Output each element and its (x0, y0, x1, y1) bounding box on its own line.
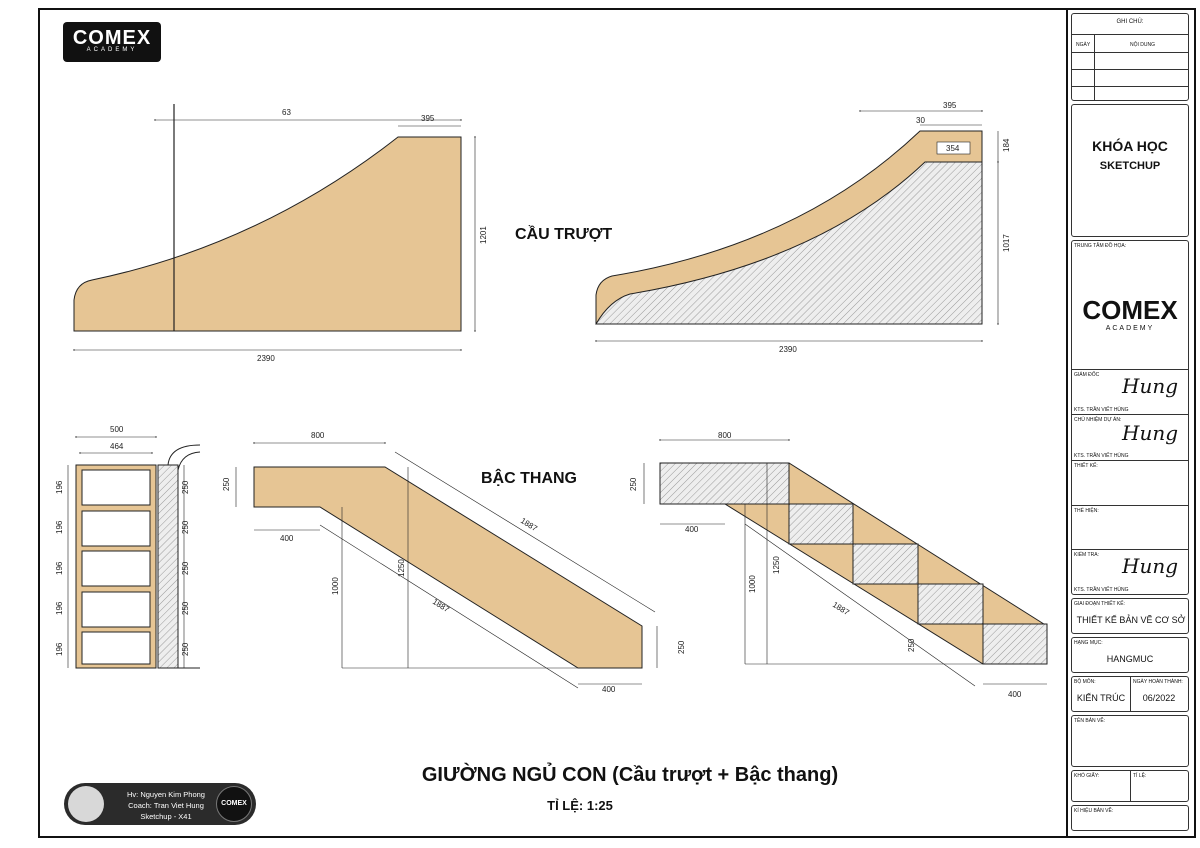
dept-box: BỘ MÔN: KIẾN TRÚC NGÀY HOÀN THÀNH: 06/20… (1071, 676, 1189, 712)
svg-text:1017: 1017 (1002, 234, 1011, 252)
main-title: GIƯỜNG NGỦ CON (Cầu trượt + Bậc thang) (421, 764, 839, 786)
svg-text:1250: 1250 (397, 559, 406, 577)
svg-text:250: 250 (181, 642, 190, 656)
slide-right-dims: 395 30 354 184 1017 2390 (779, 101, 1011, 354)
svg-text:250: 250 (181, 480, 190, 494)
svg-text:250: 250 (181, 561, 190, 575)
code-box: KÍ HIỆU BẢN VẼ: (1071, 805, 1189, 831)
course-box: KHÓA HỌC SKETCHUP (1071, 104, 1189, 237)
svg-text:63: 63 (282, 108, 291, 117)
svg-text:250: 250 (181, 520, 190, 534)
drawing-name-box: TÊN BẢN VẼ: (1071, 715, 1189, 767)
credit-logo: COMEX (216, 786, 252, 822)
title-block: GHI CHÚ: NGÀY NỘI DUNG KHÓA HỌC SKETCHUP… (1066, 10, 1194, 836)
category-box: HẠNG MỤC: HANGMUC (1071, 637, 1189, 673)
stairs-title: BẬC THANG (481, 470, 577, 487)
svg-text:1201: 1201 (479, 226, 488, 244)
shelf-dims: 500 464 196 196 196 196 196 250 250 250 … (55, 425, 190, 656)
svg-text:250: 250 (677, 640, 686, 654)
scale-label: TỈ LỆ: 1:25 (547, 798, 613, 813)
svg-text:395: 395 (943, 101, 957, 110)
svg-text:1000: 1000 (331, 577, 340, 595)
drawing-frame (38, 8, 1196, 838)
credit-card: Hv: Nguyen Kim Phong Coach: Tran Viet Hu… (64, 783, 256, 825)
svg-text:500: 500 (110, 425, 124, 434)
svg-text:196: 196 (55, 642, 64, 656)
company-box: TRUNG TÂM ĐỒ HỌA: COMEX ACADEMY GIÁM ĐỐC… (1071, 240, 1189, 595)
svg-text:196: 196 (55, 480, 64, 494)
avatar (68, 786, 104, 822)
signature-3: Hung (1122, 554, 1179, 578)
svg-text:400: 400 (280, 534, 294, 543)
svg-text:1000: 1000 (748, 575, 757, 593)
svg-text:250: 250 (629, 477, 638, 491)
svg-text:464: 464 (110, 442, 124, 451)
svg-text:1887: 1887 (519, 516, 539, 533)
slide-left-dims: 63 395 1201 2390 (257, 108, 488, 363)
svg-text:250: 250 (907, 638, 916, 652)
svg-text:400: 400 (1008, 690, 1022, 699)
slide-title: CẦU TRƯỢT (515, 226, 613, 243)
tb-logo: COMEX (1082, 295, 1178, 325)
svg-text:1887: 1887 (831, 600, 851, 617)
svg-text:800: 800 (311, 431, 325, 440)
svg-text:354: 354 (946, 144, 960, 153)
paper-box: KHỔ GIẤY: TỈ LỆ: (1071, 770, 1189, 802)
slide-section-right (595, 110, 999, 342)
svg-text:395: 395 (421, 114, 435, 123)
stair-section-right (643, 439, 1048, 687)
svg-text:250: 250 (181, 601, 190, 615)
svg-text:800: 800 (718, 431, 732, 440)
shelf-unit (67, 436, 201, 669)
svg-text:400: 400 (685, 525, 699, 534)
credit-line1: Hv: Nguyen Kim Phong (127, 790, 205, 799)
credit-line3: Sketchup - X41 (140, 812, 192, 821)
stair-elevation-left (235, 442, 658, 689)
svg-text:30: 30 (916, 116, 925, 125)
svg-text:196: 196 (55, 561, 64, 575)
comex-logo: COMEX ACADEMY (63, 22, 161, 62)
svg-text:196: 196 (55, 601, 64, 615)
svg-text:196: 196 (55, 520, 64, 534)
credit-line2: Coach: Tran Viet Hung (128, 801, 204, 810)
svg-text:2390: 2390 (257, 354, 275, 363)
slide-elevation-left (73, 104, 476, 351)
svg-text:1250: 1250 (772, 556, 781, 574)
notes-box: GHI CHÚ: NGÀY NỘI DUNG (1071, 13, 1189, 101)
svg-text:400: 400 (602, 685, 616, 694)
svg-text:2390: 2390 (779, 345, 797, 354)
signature-1: Hung (1122, 374, 1179, 398)
svg-text:1887: 1887 (431, 597, 451, 614)
svg-text:184: 184 (1002, 138, 1011, 152)
svg-text:250: 250 (222, 477, 231, 491)
phase-box: GIAI ĐOẠN THIẾT KẾ: THIẾT KẾ BẢN VẼ CƠ S… (1071, 598, 1189, 634)
signature-2: Hung (1122, 421, 1179, 445)
